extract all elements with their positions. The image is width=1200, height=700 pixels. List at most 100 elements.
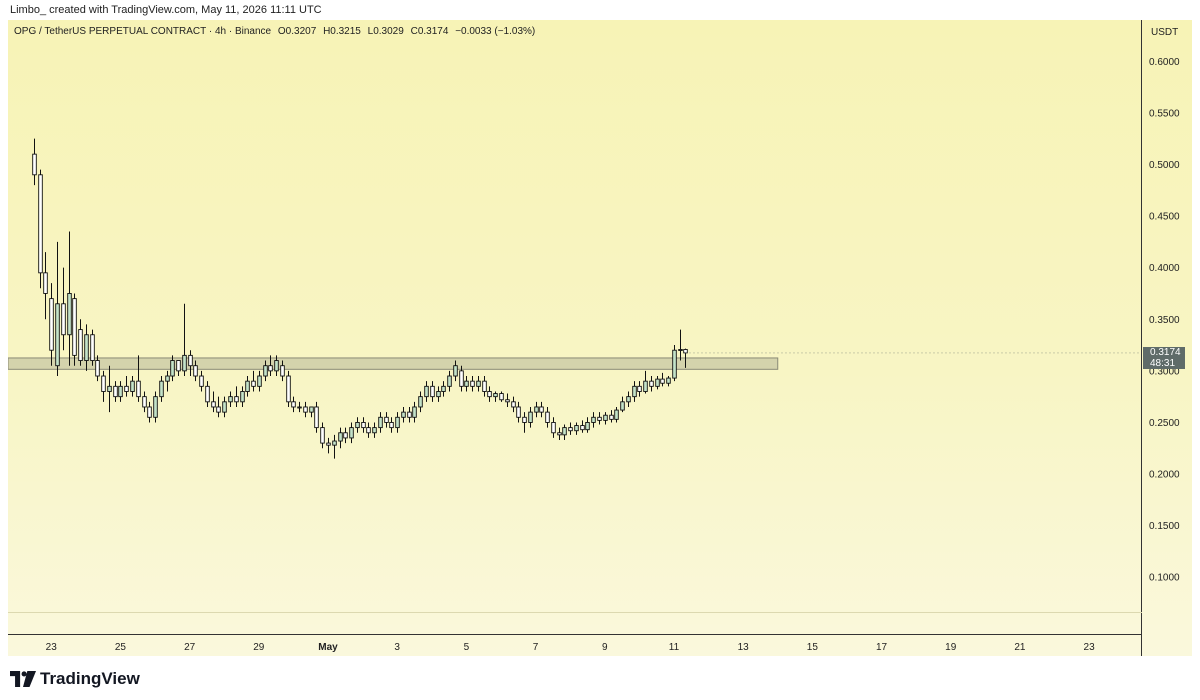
tradingview-logo[interactable]: TradingView	[10, 668, 140, 690]
candle-body-down	[389, 422, 394, 429]
candle	[614, 406, 619, 423]
candle	[118, 381, 123, 402]
y-tick-label: 0.5500	[1149, 108, 1180, 119]
candle	[562, 424, 567, 440]
candle-body-down	[142, 396, 147, 408]
candle	[591, 412, 596, 428]
candle	[309, 406, 314, 418]
candle	[84, 324, 89, 371]
candle-body-down	[511, 401, 516, 408]
candle-body-down	[505, 399, 510, 403]
candle	[366, 422, 371, 438]
x-tick-label: 23	[46, 642, 58, 653]
candle	[534, 401, 539, 418]
candle	[511, 396, 516, 413]
candle	[113, 381, 118, 402]
candle	[170, 355, 175, 382]
x-tick-label: 9	[602, 642, 608, 653]
candle-body-up	[84, 334, 89, 361]
chart-panel[interactable]: 0.6000 0.5500 0.5000 0.4500 0.4000 0.3500 0.30…	[8, 20, 1192, 656]
candle-body-up	[655, 378, 660, 387]
candle	[124, 376, 129, 397]
candle-body-down	[291, 401, 296, 408]
candle-body-up	[130, 380, 135, 392]
candle-body-down	[407, 411, 412, 418]
candle-body-up	[182, 354, 187, 372]
x-tick-label: 11	[669, 642, 680, 653]
candle-body-down	[459, 370, 464, 387]
tradingview-logo-icon	[10, 671, 36, 687]
candle	[338, 427, 343, 449]
candlestick-chart[interactable]: 0.6000 0.5500 0.5000 0.4500 0.4000 0.3500 0.30…	[8, 20, 1192, 656]
candle	[349, 422, 354, 444]
candle	[263, 360, 268, 382]
candle-body-down	[660, 378, 665, 384]
y-tick-label: 0.5000	[1149, 160, 1180, 171]
candle-body-up	[245, 380, 250, 392]
candle-body-down	[193, 365, 198, 377]
resistance-zone[interactable]	[8, 357, 779, 370]
candle-body-down	[683, 349, 688, 354]
candle	[487, 386, 492, 402]
candle	[407, 406, 412, 423]
x-tick-label: May	[318, 642, 338, 653]
candle	[447, 370, 452, 392]
candle-body-down	[551, 422, 556, 434]
candle-body-down	[61, 303, 66, 336]
x-tick-label: 5	[464, 642, 470, 653]
candle	[101, 370, 106, 402]
candle-body-up	[274, 360, 279, 372]
candle-body-down	[303, 406, 308, 413]
y-tick-label: 0.2500	[1149, 418, 1180, 429]
candle-body-down	[361, 422, 366, 429]
candle-body-down	[78, 329, 83, 361]
legend-low: L0.3029	[367, 26, 404, 37]
candle-body-down	[320, 427, 325, 444]
candle	[228, 391, 233, 407]
x-tick-label: 27	[184, 642, 196, 653]
candle-body-down	[38, 174, 43, 274]
x-tick-label: 23	[1084, 642, 1096, 653]
candle-body-up	[614, 409, 619, 420]
candle-body-up	[107, 385, 112, 392]
candle	[545, 406, 550, 428]
candle	[499, 391, 504, 402]
candle-body-down	[124, 385, 129, 392]
candle	[67, 231, 72, 366]
candle-body-up	[378, 416, 383, 429]
candle	[72, 293, 77, 366]
candle	[459, 365, 464, 392]
candle	[32, 138, 37, 186]
candle	[55, 241, 60, 377]
y-tick-label: 0.1000	[1149, 573, 1180, 584]
x-tick-label: 29	[253, 642, 265, 653]
candle	[211, 391, 216, 413]
candle-body-down	[211, 401, 216, 408]
x-tick-label: 25	[115, 642, 127, 653]
candle-body-up	[338, 432, 343, 442]
legend-close: C0.3174	[410, 26, 449, 37]
candle-body-up	[591, 416, 596, 423]
x-tick-label: 17	[876, 642, 888, 653]
candle	[303, 401, 308, 418]
candle-body-down	[199, 375, 204, 387]
candle	[147, 401, 152, 423]
candle	[274, 355, 279, 377]
candle-body-up	[240, 391, 245, 403]
candle-body-up	[620, 401, 625, 411]
candle-body-down	[649, 380, 654, 387]
candle-body-down	[470, 380, 475, 387]
candle-body-up	[436, 391, 441, 398]
candle	[280, 360, 285, 382]
candle-body-up	[476, 380, 481, 387]
candle-body-down	[43, 272, 48, 294]
candle-body-down	[101, 375, 106, 392]
y-tick-label: 0.6000	[1149, 57, 1180, 68]
candle-body-down	[268, 365, 273, 372]
currency-label[interactable]: USDT	[1151, 27, 1179, 38]
candle	[585, 417, 590, 433]
candle-body-up	[574, 425, 579, 432]
candle	[130, 376, 135, 397]
candle-body-down	[545, 411, 550, 423]
candle-body-down	[516, 406, 521, 418]
